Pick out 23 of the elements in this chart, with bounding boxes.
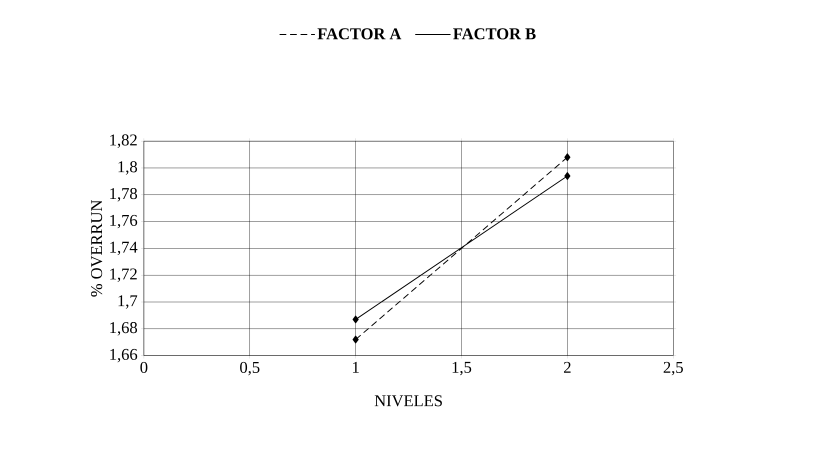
x-tick-label: 1,5 [452, 362, 472, 376]
legend-label: FACTOR B [453, 28, 536, 40]
y-tick-label: 1,74 [110, 242, 138, 256]
y-axis-title: % OVERRUN [91, 200, 102, 297]
y-tick-label: 1,68 [110, 322, 138, 336]
y-tick-label: 1,66 [110, 348, 138, 362]
x-tick-label: 1 [352, 362, 359, 373]
x-tick-label: 0,5 [240, 362, 260, 376]
y-tick-label: 1,72 [110, 268, 137, 282]
y-tick-label: 1,7 [118, 295, 138, 309]
y-tick-label: 1,8 [118, 161, 138, 175]
x-tick-label: 2 [564, 362, 571, 373]
legend-label: FACTOR A [318, 28, 402, 40]
point [352, 336, 359, 344]
y-tick-label: 1,82 [110, 134, 137, 148]
point [564, 172, 570, 180]
x-axis-title: NIVELES [374, 395, 442, 406]
point [564, 153, 570, 162]
x-tick-label: 2,5 [664, 362, 683, 376]
y-tick-label: 1,78 [110, 188, 138, 202]
point [352, 315, 359, 324]
y-tick-label: 1,76 [110, 214, 138, 228]
x-tick-label: 0 [140, 362, 148, 373]
